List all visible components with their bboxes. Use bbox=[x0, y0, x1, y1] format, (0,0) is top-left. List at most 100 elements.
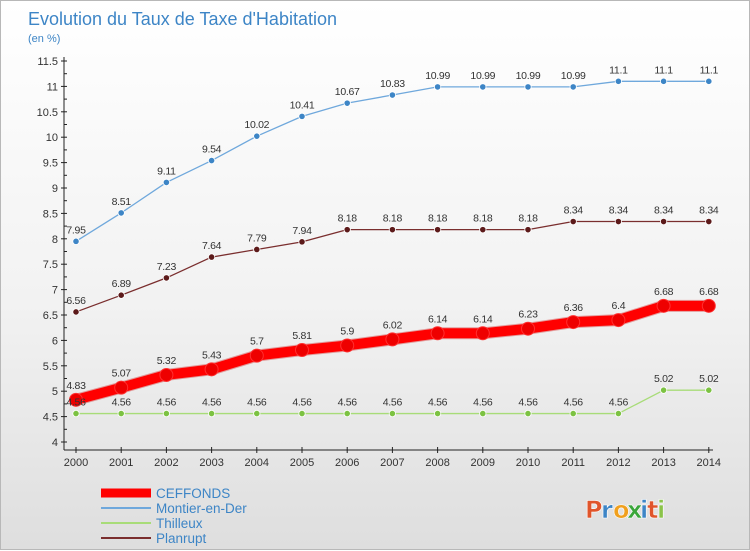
x-tick-label: 2013 bbox=[651, 457, 675, 469]
data-label: 10.41 bbox=[290, 99, 315, 111]
data-point bbox=[388, 226, 396, 234]
y-tick-label: 7.5 bbox=[43, 259, 58, 271]
data-point bbox=[614, 217, 623, 226]
data-point bbox=[159, 367, 174, 382]
data-label: 7.64 bbox=[202, 240, 222, 252]
data-label: 10.99 bbox=[470, 70, 495, 82]
x-tick-label: 2000 bbox=[64, 457, 88, 469]
logo-letter: P bbox=[585, 496, 603, 524]
series-montier-en-der bbox=[72, 77, 713, 245]
data-label: 4.56 bbox=[609, 397, 629, 409]
data-point bbox=[69, 392, 83, 407]
chart-title: Evolution du Taux de Taxe d'Habitation bbox=[28, 9, 337, 29]
data-point bbox=[566, 315, 581, 330]
x-tick-label: 2010 bbox=[516, 457, 540, 469]
series-ceffonds bbox=[69, 298, 716, 407]
data-point bbox=[204, 362, 219, 377]
logo-letter: i bbox=[640, 496, 648, 524]
data-label: 5.81 bbox=[292, 330, 312, 342]
data-labels-layer: 7.95 8.51 9.11 9.54 10.02 10.41 10.67 10.83 10.9… bbox=[66, 64, 719, 409]
data-label: 8.18 bbox=[473, 213, 493, 225]
data-label: 10.99 bbox=[425, 70, 450, 82]
data-point bbox=[114, 380, 129, 395]
legend-label: Thilleux bbox=[156, 516, 203, 531]
logo-letter: t bbox=[647, 496, 658, 524]
data-point bbox=[479, 226, 487, 234]
data-label: 8.18 bbox=[383, 213, 403, 225]
data-point bbox=[430, 326, 445, 341]
data-label: 8.51 bbox=[112, 196, 132, 208]
data-label: 5.7 bbox=[250, 336, 264, 348]
data-label: 4.56 bbox=[428, 397, 448, 409]
data-point bbox=[659, 386, 668, 394]
y-tick-label: 10 bbox=[46, 132, 58, 144]
data-point bbox=[298, 238, 306, 246]
data-label: 6.14 bbox=[428, 313, 448, 325]
data-point bbox=[705, 77, 713, 85]
y-tick-label: 4 bbox=[52, 437, 58, 449]
data-point bbox=[208, 253, 216, 261]
data-point bbox=[72, 409, 80, 418]
data-point bbox=[385, 332, 400, 347]
data-point bbox=[524, 409, 532, 418]
data-label: 9.54 bbox=[202, 144, 222, 156]
data-label: 4.56 bbox=[247, 397, 267, 409]
data-point bbox=[479, 409, 487, 418]
data-point bbox=[343, 99, 351, 107]
data-point bbox=[208, 156, 216, 165]
data-label: 6.89 bbox=[112, 278, 132, 290]
data-label: 5.43 bbox=[202, 349, 222, 361]
x-tick-label: 2008 bbox=[425, 457, 449, 469]
data-point bbox=[656, 298, 671, 313]
data-point bbox=[705, 217, 713, 226]
data-label: 6.36 bbox=[564, 302, 584, 314]
data-point bbox=[253, 409, 261, 418]
data-label: 4.56 bbox=[202, 397, 222, 409]
x-tick-label: 2011 bbox=[561, 457, 585, 469]
data-point bbox=[659, 217, 668, 226]
data-label: 4.56 bbox=[292, 397, 312, 409]
data-point bbox=[343, 226, 351, 234]
data-label: 4.56 bbox=[383, 397, 403, 409]
data-point bbox=[475, 326, 490, 341]
data-label: 6.68 bbox=[654, 286, 674, 298]
data-label: 10.99 bbox=[561, 70, 586, 82]
x-tick-label: 2001 bbox=[109, 457, 133, 469]
x-tick-label: 2004 bbox=[245, 457, 269, 469]
y-tick-label: 6.5 bbox=[43, 310, 58, 322]
legend-label: CEFFONDS bbox=[156, 486, 230, 501]
data-label: 7.79 bbox=[247, 232, 267, 244]
data-label: 8.34 bbox=[654, 205, 674, 217]
data-label: 4.56 bbox=[112, 397, 132, 409]
x-tick-label: 2014 bbox=[697, 457, 721, 469]
data-label: 10.83 bbox=[380, 78, 405, 90]
data-point bbox=[705, 386, 713, 394]
data-label: 11.1 bbox=[654, 64, 673, 76]
data-point bbox=[117, 409, 125, 418]
logo-letter: o bbox=[613, 496, 630, 524]
data-point bbox=[162, 178, 170, 187]
data-label: 4.56 bbox=[157, 397, 177, 409]
data-point bbox=[433, 226, 442, 234]
data-point bbox=[569, 217, 577, 226]
data-point bbox=[524, 83, 532, 91]
x-tick-label: 2006 bbox=[335, 457, 359, 469]
data-point bbox=[298, 409, 306, 418]
series-layer bbox=[69, 77, 716, 418]
data-point bbox=[343, 409, 351, 418]
data-label: 6.23 bbox=[518, 309, 538, 321]
data-point bbox=[388, 409, 396, 418]
data-label: 8.34 bbox=[609, 205, 629, 217]
x-tick-label: 2002 bbox=[154, 457, 178, 469]
data-label: 6.02 bbox=[383, 319, 403, 331]
data-label: 5.02 bbox=[654, 373, 674, 385]
data-label: 11.1 bbox=[700, 64, 719, 76]
y-tick-label: 6 bbox=[52, 335, 58, 347]
data-point bbox=[117, 209, 125, 217]
series-thilleux bbox=[72, 386, 713, 418]
x-tick-label: 2003 bbox=[199, 457, 223, 469]
data-point bbox=[295, 343, 309, 358]
y-tick-label: 9.5 bbox=[43, 158, 58, 170]
